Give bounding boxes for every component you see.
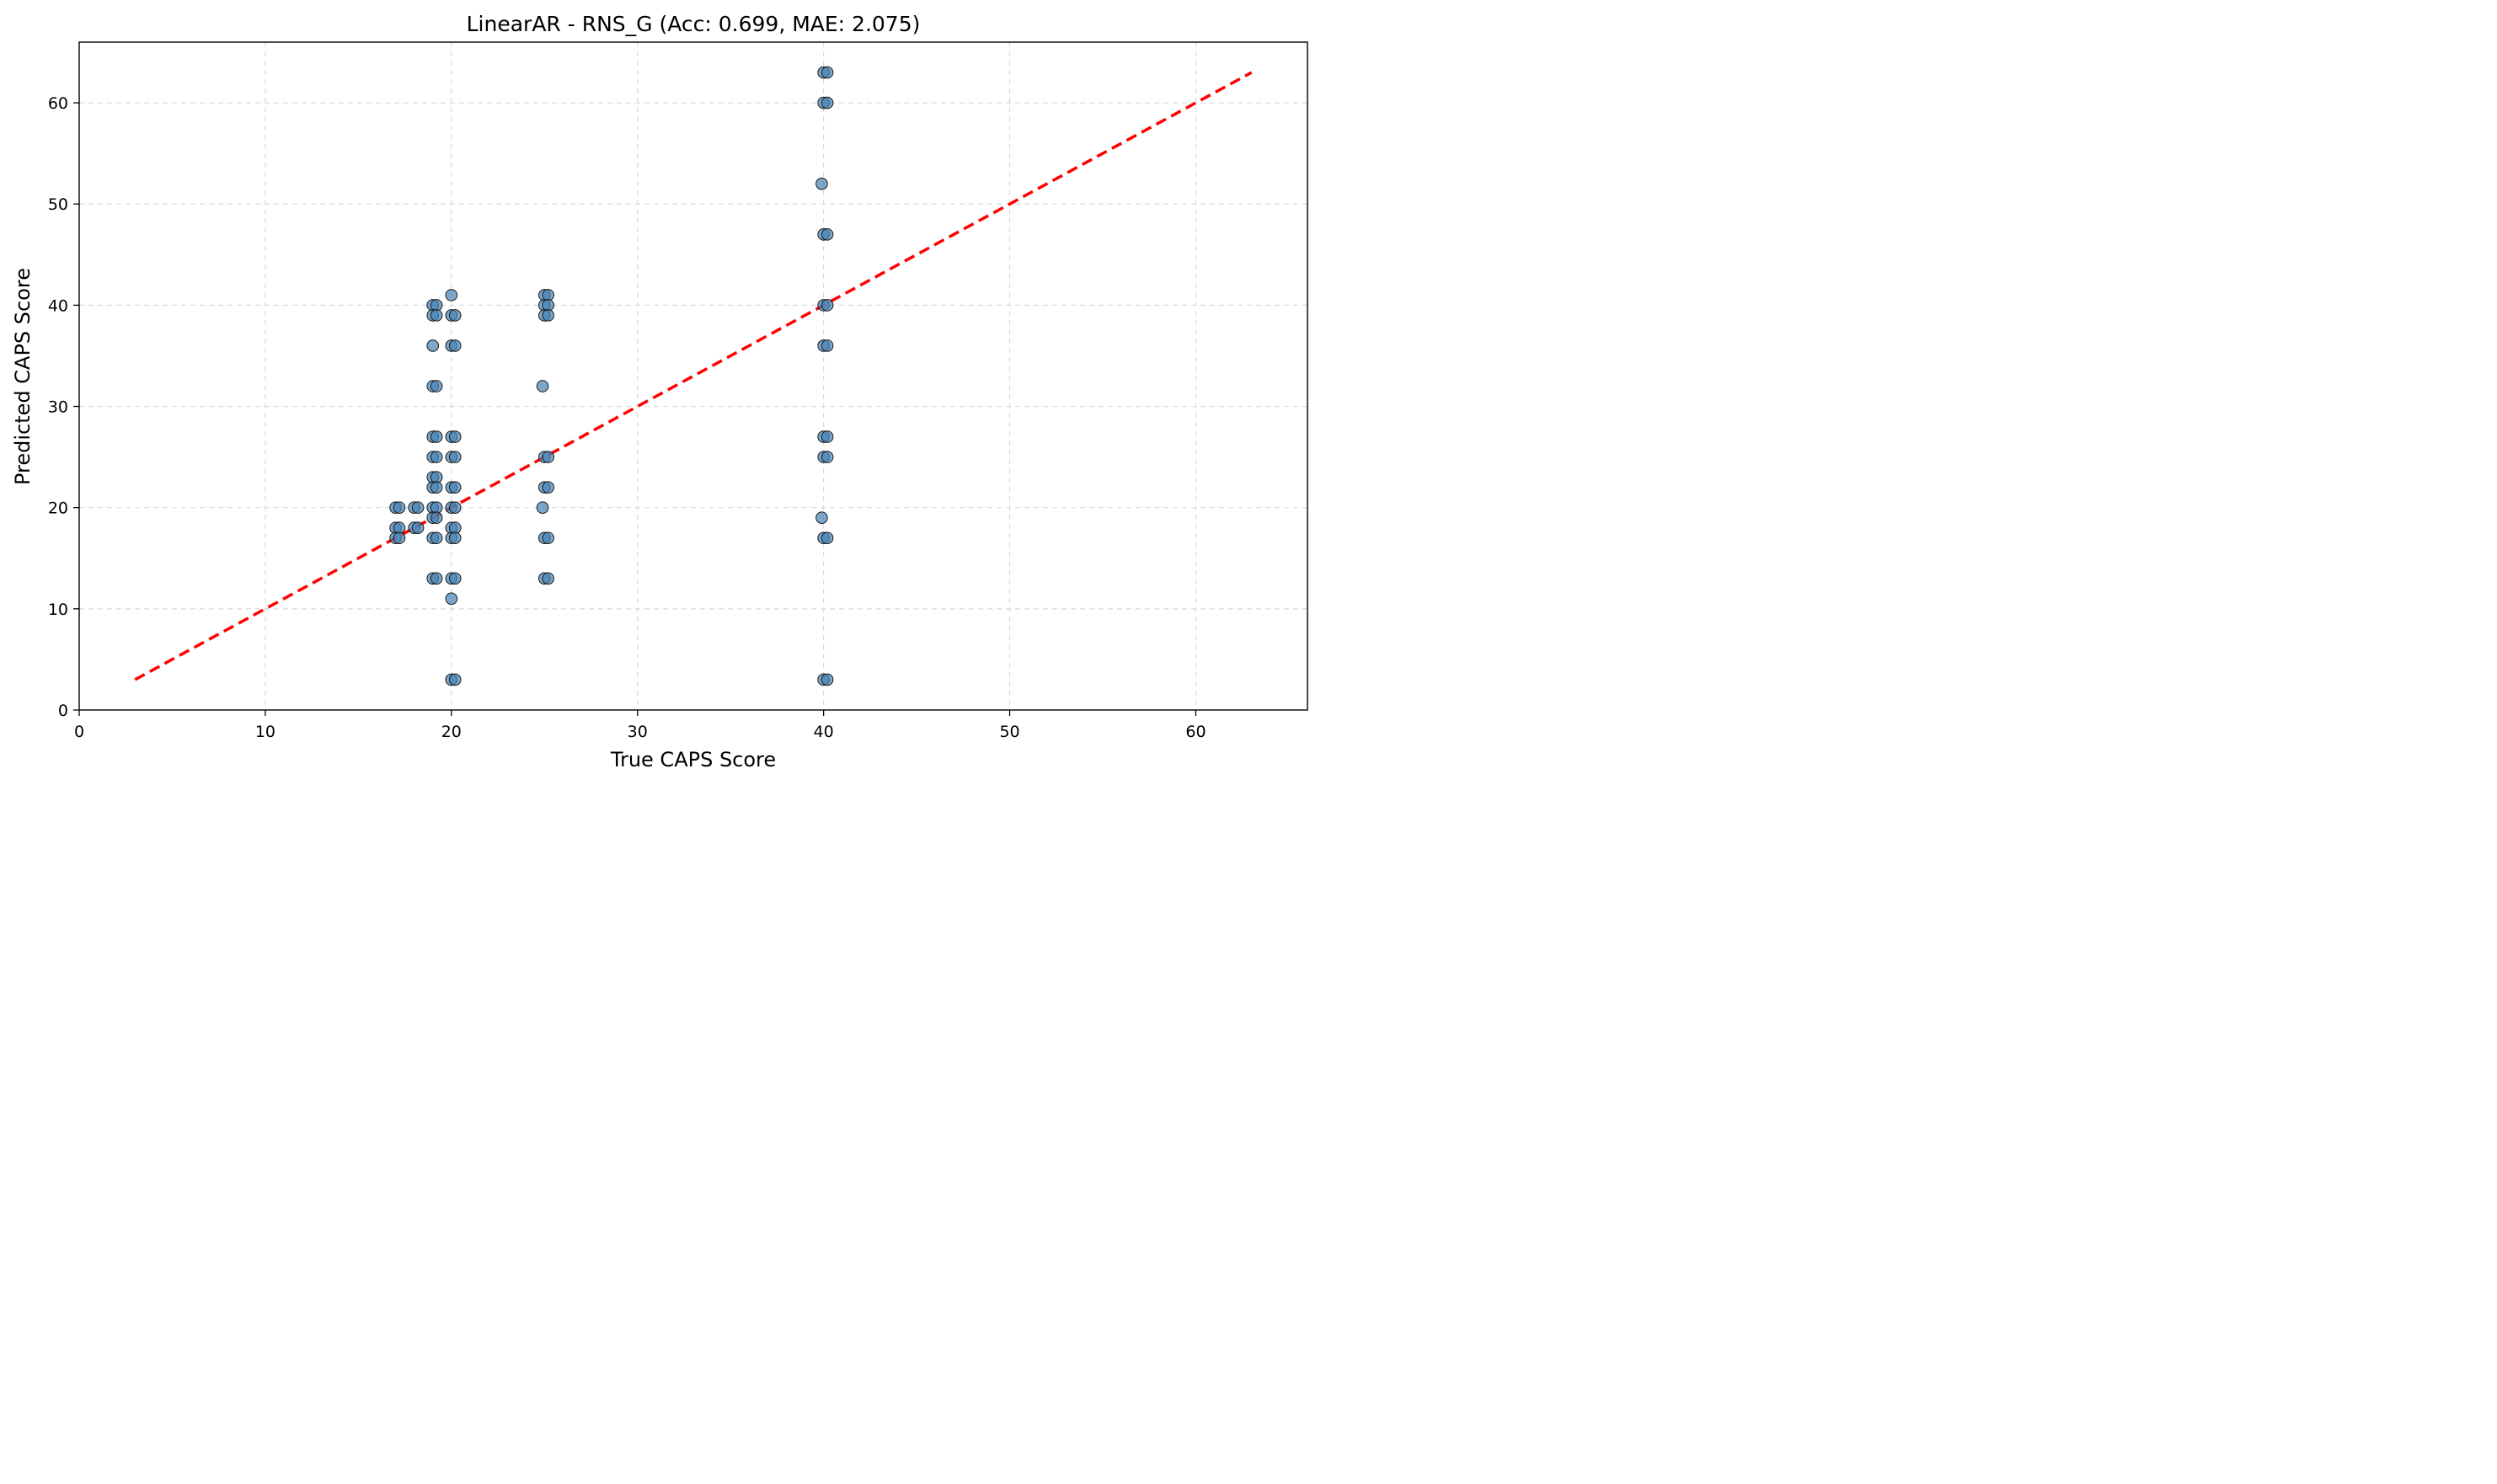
scatter-point	[536, 501, 549, 514]
scatter-chart: 0 10 20 30 40 50 60 0 10 20 30 40 50 60 LinearAR - R…	[0, 0, 1318, 783]
y-axis-ticks: 0 10 20 30 40 50 60	[48, 94, 79, 720]
scatter-point	[821, 227, 834, 241]
scatter-point	[448, 673, 462, 686]
scatter-point	[542, 309, 554, 322]
scatter-point	[411, 521, 425, 535]
scatter-point	[426, 339, 440, 352]
scatter-point	[393, 501, 406, 514]
scatter-point	[430, 531, 443, 545]
scatter-point	[542, 451, 554, 463]
scatter-point	[815, 511, 828, 525]
scatter-point	[821, 66, 834, 79]
scatter-point	[445, 592, 458, 606]
scatter-point	[536, 380, 549, 392]
scatter-point	[411, 501, 425, 514]
y-tick-label: 30	[48, 398, 68, 417]
scatter-point	[430, 481, 443, 494]
scatter-point	[821, 299, 834, 312]
x-axis-ticks: 0 10 20 30 40 50 60	[74, 710, 1206, 741]
scatter-point	[821, 673, 834, 686]
x-tick-label: 10	[255, 723, 275, 741]
y-tick-label: 60	[48, 94, 68, 113]
grid-lines	[79, 42, 1307, 710]
x-tick-label: 60	[1185, 723, 1206, 741]
scatter-point	[430, 511, 443, 525]
x-tick-label: 50	[999, 723, 1019, 741]
scatter-point	[821, 451, 834, 463]
scatter-point	[393, 531, 406, 545]
scatter-point	[430, 572, 443, 585]
chart-title: LinearAR - RNS_G (Acc: 0.699, MAE: 2.075…	[467, 12, 921, 36]
plot-frame	[78, 41, 1308, 711]
scatter-point	[542, 572, 554, 585]
y-tick-label: 0	[58, 702, 68, 720]
scatter-point	[448, 339, 462, 352]
scatter-point	[430, 380, 443, 392]
scatter-point	[448, 501, 462, 514]
scatter-point	[821, 531, 834, 545]
x-tick-label: 0	[74, 723, 84, 741]
y-tick-label: 40	[48, 296, 68, 315]
scatter-point	[430, 451, 443, 463]
x-axis-label: True CAPS Score	[610, 748, 776, 771]
scatter-point	[448, 572, 462, 585]
scatter-point	[821, 430, 834, 443]
x-tick-label: 40	[814, 723, 834, 741]
scatter-point	[542, 481, 554, 494]
y-tick-label: 20	[48, 499, 68, 518]
reference-line	[134, 71, 1253, 681]
scatter-point	[448, 481, 462, 494]
scatter-point	[430, 430, 443, 443]
scatter-point	[448, 430, 462, 443]
scatter-point	[448, 309, 462, 322]
scatter-point	[821, 96, 834, 109]
scatter-point	[448, 531, 462, 545]
scatter-point	[815, 177, 828, 190]
scatter-point	[445, 289, 458, 302]
scatter-point	[448, 451, 462, 463]
y-tick-label: 10	[48, 601, 68, 619]
x-tick-label: 30	[628, 723, 648, 741]
scatter-point	[821, 339, 834, 352]
reference-line-group	[134, 71, 1253, 681]
x-tick-label: 20	[441, 723, 462, 741]
scatter-points	[389, 66, 834, 686]
y-tick-label: 50	[48, 195, 68, 214]
scatter-point	[542, 531, 554, 545]
scatter-point	[430, 309, 443, 322]
y-axis-label: Predicted CAPS Score	[11, 268, 35, 485]
chart-background	[0, 0, 1318, 783]
